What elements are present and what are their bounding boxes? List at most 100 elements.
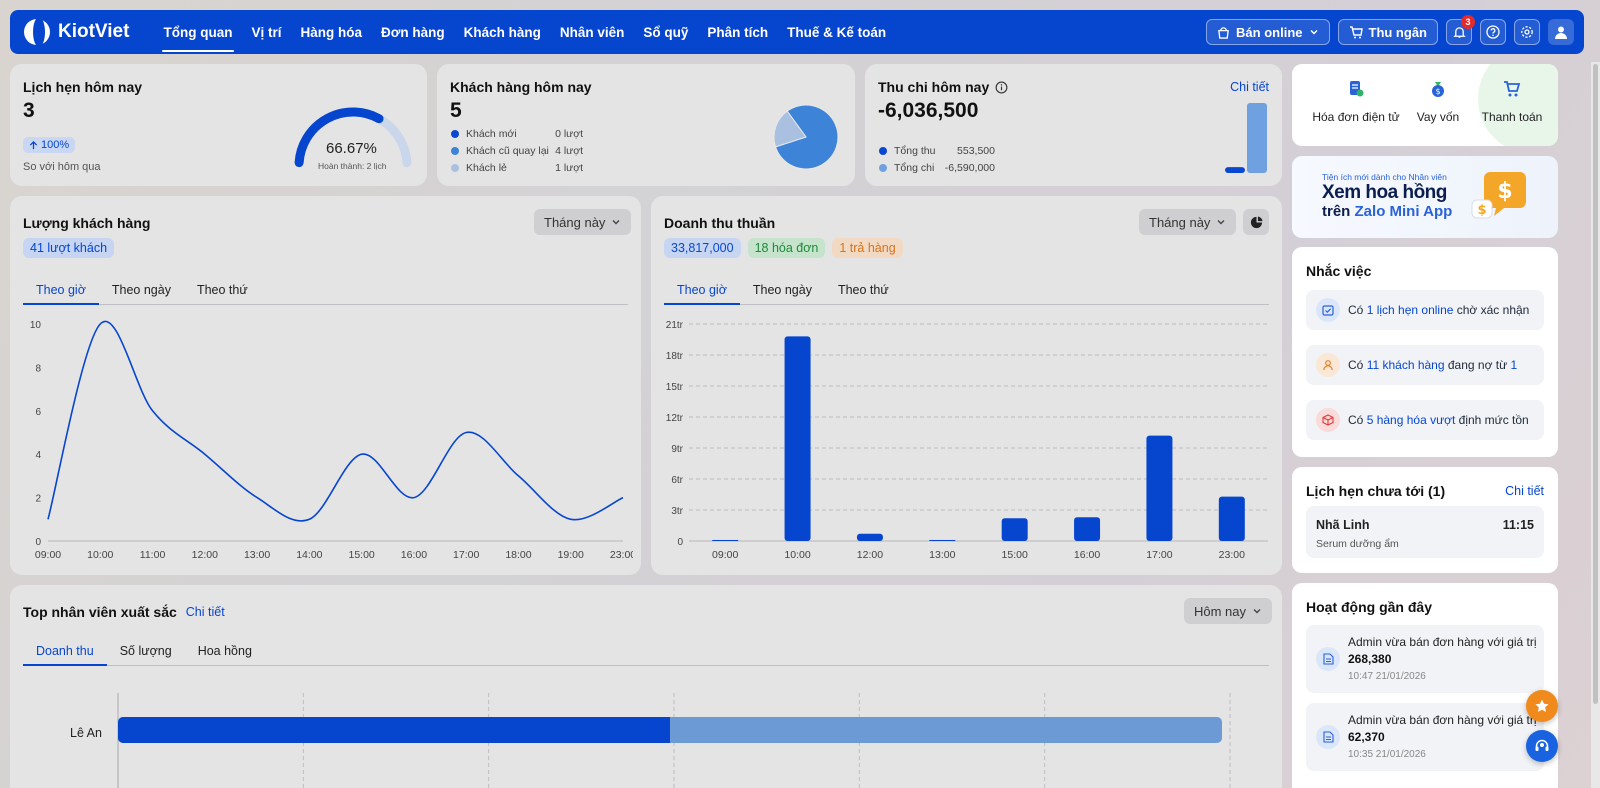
gauge-percent: 66.67% — [326, 140, 377, 157]
sell-online-button[interactable]: Bán online — [1206, 19, 1330, 45]
legend-value: -6,590,000 — [944, 161, 995, 174]
nav-item-location[interactable]: Vị trí — [251, 24, 282, 40]
revenue-bar[interactable] — [929, 539, 956, 541]
revenue-bar[interactable] — [856, 533, 883, 541]
appointments-count: 3 — [23, 99, 35, 122]
help-button[interactable] — [1480, 19, 1506, 45]
brand-logo[interactable]: KiotViet — [24, 17, 144, 47]
tab-revenue[interactable]: Doanh thu — [23, 638, 107, 666]
notifications-button[interactable]: 3 — [1446, 15, 1475, 45]
return-count-badge: 1 trả hàng — [832, 238, 903, 258]
card-title: Lịch hẹn chưa tới (1) — [1306, 483, 1446, 499]
upcoming-detail-link[interactable]: Chi tiết — [1505, 484, 1544, 498]
promo-banner[interactable]: Tiện ích mới dành cho Nhân viên Xem hoa … — [1292, 156, 1558, 238]
tab-by-day[interactable]: Theo ngày — [752, 283, 812, 297]
legend-dot — [879, 146, 887, 155]
service-name: Serum dưỡng ẩm — [1316, 538, 1399, 550]
y-tick-label: 6 — [35, 407, 41, 418]
calendar-check-icon — [1322, 305, 1334, 316]
period-select-value: Tháng này — [1149, 214, 1211, 230]
cashflow-detail-link[interactable]: Chi tiết — [1230, 80, 1269, 94]
pie-chart-icon — [1250, 215, 1263, 228]
reminder-link[interactable]: 5 hàng hóa vượt — [1366, 413, 1456, 427]
period-select[interactable]: Tháng này — [1139, 209, 1237, 235]
invoice-icon — [1350, 81, 1364, 97]
staff-bar-primary[interactable] — [118, 717, 670, 743]
quick-link-label: Hóa đơn điện tử — [1312, 110, 1400, 124]
legend-label: Tổng thu — [894, 144, 936, 157]
reminder-customer-debt[interactable]: Có 11 khách hàng đang nợ từ 1 — [1306, 345, 1544, 385]
quick-link-einvoice[interactable]: Hóa đơn điện tử — [1310, 80, 1402, 124]
user-icon — [1323, 360, 1333, 371]
x-tick-label: 15:00 — [348, 549, 374, 561]
tab-quantity[interactable]: Số lượng — [119, 644, 172, 658]
tab-by-hour[interactable]: Theo giờ — [23, 277, 99, 305]
staff-name-label: Lê An — [70, 726, 102, 740]
cashier-button[interactable]: Thu ngân — [1337, 19, 1438, 45]
page-scrollbar[interactable] — [1591, 62, 1600, 788]
reminder-link[interactable]: 1 lịch hẹn online — [1366, 303, 1454, 317]
activity-item[interactable]: Admin vừa bán đơn hàng với giá trị 62,37… — [1306, 703, 1544, 771]
settings-button[interactable] — [1514, 19, 1540, 45]
tab-by-hour[interactable]: Theo giờ — [664, 277, 740, 305]
quick-link-payment[interactable]: Thanh toán — [1472, 80, 1552, 124]
y-tick-label: 9tr — [671, 444, 683, 455]
nav-item-overview[interactable]: Tổng quan — [154, 10, 242, 54]
scrollbar-thumb[interactable] — [1593, 64, 1598, 704]
nav-item-tax[interactable]: Thuế & Kế toán — [787, 24, 887, 40]
period-select[interactable]: Hôm nay — [1184, 598, 1273, 624]
card-title: Lịch hẹn hôm nay — [23, 79, 143, 95]
revenue-bar[interactable] — [712, 539, 739, 541]
tab-commission[interactable]: Hoa hồng — [197, 644, 252, 658]
favorite-floating-button[interactable] — [1526, 690, 1558, 722]
legend-dot — [451, 129, 459, 138]
change-value: 100% — [41, 139, 70, 151]
info-icon[interactable] — [995, 81, 1008, 94]
revenue-bar[interactable] — [1146, 435, 1173, 541]
legend-label: Tổng chi — [894, 161, 935, 174]
svg-text:$: $ — [1435, 87, 1440, 96]
reminder-link[interactable]: 11 khách hàng — [1366, 358, 1445, 372]
support-floating-button[interactable] — [1526, 730, 1558, 762]
nav-item-cashbook[interactable]: Sổ quỹ — [643, 24, 689, 40]
revenue-bar[interactable] — [1218, 496, 1245, 541]
tab-by-day[interactable]: Theo ngày — [111, 283, 171, 297]
user-icon — [1555, 26, 1567, 39]
x-tick-label: 09:00 — [712, 549, 738, 561]
revenue-bar[interactable] — [784, 336, 811, 541]
card-title: Nhắc việc — [1306, 263, 1372, 279]
nav-item-products[interactable]: Hàng hóa — [300, 24, 363, 40]
user-avatar[interactable] — [1548, 19, 1574, 45]
activity-item[interactable]: Admin vừa bán đơn hàng với giá trị 268,3… — [1306, 625, 1544, 693]
cart-icon — [1504, 81, 1521, 97]
chevron-down-icon — [1253, 609, 1261, 614]
customer-volume-card: Lượng khách hàng Tháng này 41 lượt khách… — [10, 196, 641, 575]
period-select[interactable]: Tháng này — [534, 209, 632, 235]
customer-line-chart: 0 2 4 6 8 10 09:00 10:00 11:00 12:00 13:00 14:00 15:… — [30, 320, 633, 561]
legend-label: Khách lẻ — [466, 161, 507, 174]
arrow-up-icon — [29, 140, 38, 149]
tab-by-weekday[interactable]: Theo thứ — [196, 283, 248, 297]
period-select-value: Tháng này — [544, 214, 606, 230]
nav-item-orders[interactable]: Đơn hàng — [381, 24, 445, 40]
chart-type-button[interactable] — [1243, 209, 1269, 235]
nav-item-analytics[interactable]: Phân tích — [707, 24, 769, 40]
card-title: Top nhân viên xuất sắc — [23, 604, 177, 620]
gauge-subtitle: Hoàn thành: 2 lịch — [318, 161, 387, 171]
nav-item-customers[interactable]: Khách hàng — [463, 24, 541, 40]
upcoming-item[interactable]: Nhã Linh 11:15 Serum dưỡng ẩm — [1306, 506, 1544, 558]
revenue-bar[interactable] — [1001, 518, 1028, 541]
reminder-online-appointments[interactable]: Có 1 lịch hẹn online chờ xác nhận — [1306, 290, 1544, 330]
cashier-label: Thu ngân — [1368, 24, 1428, 40]
top-staff-detail-link[interactable]: Chi tiết — [185, 605, 225, 619]
customers-pie-chart — [773, 104, 839, 170]
revenue-bar[interactable] — [1074, 517, 1101, 541]
cashflow-bar-chart — [1225, 103, 1267, 173]
reminder-link[interactable]: 1 — [1510, 358, 1518, 372]
quick-link-loan[interactable]: $ Vay vốn — [1405, 80, 1471, 124]
appointments-today-card: Lịch hẹn hôm nay 3 100% So với hôm qua 6… — [10, 64, 427, 186]
nav-item-staff[interactable]: Nhân viên — [559, 24, 625, 40]
tab-by-weekday[interactable]: Theo thứ — [837, 283, 889, 297]
reminder-stock-limit[interactable]: Có 5 hàng hóa vượt định mức tồn — [1306, 400, 1544, 440]
x-tick-label: 15:00 — [1002, 549, 1028, 561]
